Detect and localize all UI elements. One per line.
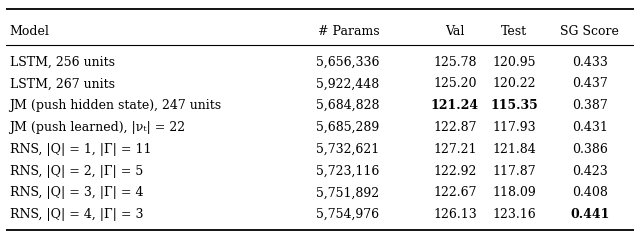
Text: 125.20: 125.20	[433, 77, 477, 90]
Text: 5,723,116: 5,723,116	[316, 164, 380, 178]
Text: 0.423: 0.423	[572, 164, 607, 178]
Text: 118.09: 118.09	[493, 186, 536, 199]
Text: 126.13: 126.13	[433, 208, 477, 221]
Text: 5,922,448: 5,922,448	[316, 77, 380, 90]
Text: 0.408: 0.408	[572, 186, 607, 199]
Text: 127.21: 127.21	[433, 143, 477, 156]
Text: LSTM, 267 units: LSTM, 267 units	[10, 77, 115, 90]
Text: 0.433: 0.433	[572, 56, 607, 69]
Text: 122.87: 122.87	[433, 121, 477, 134]
Text: Val: Val	[445, 25, 465, 38]
Text: RNS, |Q| = 2, |Γ| = 5: RNS, |Q| = 2, |Γ| = 5	[10, 164, 143, 178]
Text: RNS, |Q| = 3, |Γ| = 4: RNS, |Q| = 3, |Γ| = 4	[10, 186, 143, 199]
Text: Model: Model	[10, 25, 49, 38]
Text: 0.437: 0.437	[572, 77, 607, 90]
Text: 120.95: 120.95	[493, 56, 536, 69]
Text: Test: Test	[501, 25, 527, 38]
Text: 121.24: 121.24	[431, 99, 479, 112]
Text: 5,754,976: 5,754,976	[316, 208, 380, 221]
Text: 117.87: 117.87	[493, 164, 536, 178]
Text: 122.67: 122.67	[433, 186, 477, 199]
Text: 5,732,621: 5,732,621	[316, 143, 380, 156]
Text: 0.431: 0.431	[572, 121, 607, 134]
Text: 122.92: 122.92	[433, 164, 477, 178]
Text: RNS, |Q| = 1, |Γ| = 11: RNS, |Q| = 1, |Γ| = 11	[10, 143, 151, 156]
Text: 117.93: 117.93	[493, 121, 536, 134]
Text: 5,684,828: 5,684,828	[316, 99, 380, 112]
Text: 0.386: 0.386	[572, 143, 607, 156]
Text: 125.78: 125.78	[433, 56, 477, 69]
Text: 0.441: 0.441	[570, 208, 609, 221]
Text: 5,685,289: 5,685,289	[316, 121, 380, 134]
Text: 5,751,892: 5,751,892	[316, 186, 380, 199]
Text: 120.22: 120.22	[493, 77, 536, 90]
Text: # Params: # Params	[318, 25, 380, 38]
Text: LSTM, 256 units: LSTM, 256 units	[10, 56, 115, 69]
Text: JM (push learned), |νₜ| = 22: JM (push learned), |νₜ| = 22	[10, 121, 186, 134]
Text: 0.387: 0.387	[572, 99, 607, 112]
Text: 115.35: 115.35	[490, 99, 538, 112]
Text: 5,656,336: 5,656,336	[316, 56, 380, 69]
Text: 121.84: 121.84	[493, 143, 536, 156]
Text: JM (push hidden state), 247 units: JM (push hidden state), 247 units	[10, 99, 221, 112]
Text: RNS, |Q| = 4, |Γ| = 3: RNS, |Q| = 4, |Γ| = 3	[10, 208, 143, 221]
Text: 123.16: 123.16	[493, 208, 536, 221]
Text: SG Score: SG Score	[560, 25, 619, 38]
